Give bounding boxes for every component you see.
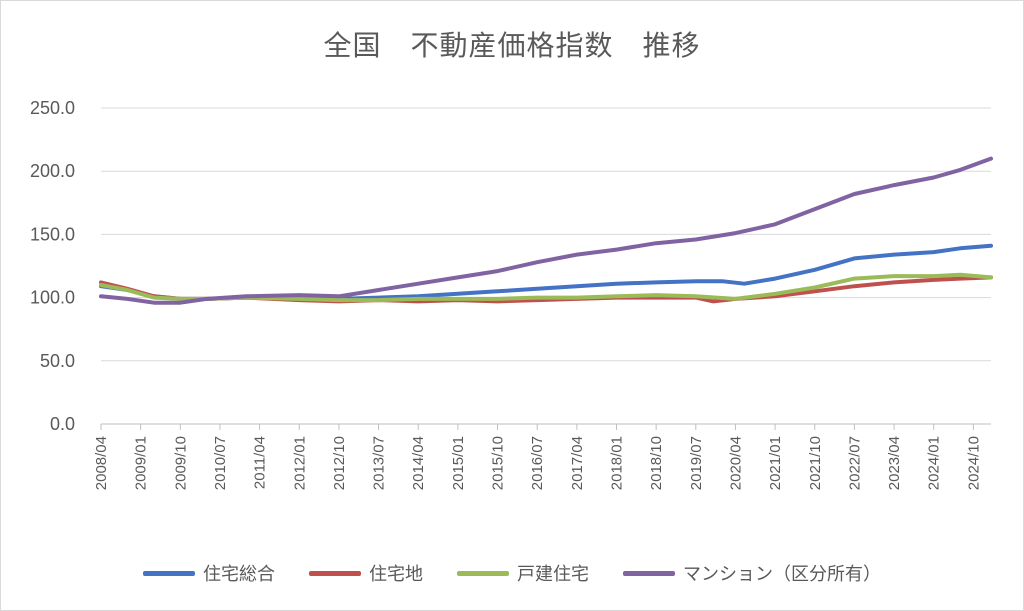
x-tick-label: 2013/07 [371,436,388,490]
x-tick-label: 2024/10 [965,436,982,490]
legend-label: 住宅総合 [203,564,275,585]
x-tick-label: 2022/07 [846,436,863,490]
x-tick-label: 2015/01 [450,436,467,490]
x-tick-label: 2024/01 [926,436,943,490]
x-tick-label: 2023/04 [886,436,903,490]
x-tick-label: 2021/01 [767,436,784,490]
x-tick-label: 2008/04 [93,436,110,490]
legend-swatch [309,570,361,576]
legend-item: 住宅地 [309,560,423,586]
y-tick-label: 200.0 [30,161,75,181]
legend-label: 戸建住宅 [517,564,589,585]
x-tick-label: 2018/01 [608,436,625,490]
x-axis: 2008/04 2009/01 2009/10 2010/07 2011/04 2012/… [93,423,991,490]
legend: 住宅総合 住宅地 戸建住宅 マンション（区分所有） [0,560,1024,586]
x-tick-label: 2020/04 [727,436,744,490]
y-axis: 0.0 50.0 100.0 150.0 200.0 250.0 [30,98,75,434]
legend-swatch [457,570,509,576]
legend-item: マンション（区分所有） [623,560,881,586]
x-tick-label: 2021/10 [807,436,824,490]
gridlines [101,107,991,425]
legend-swatch [623,570,675,576]
chart-title: 全国 不動産価格指数 推移 [323,29,701,62]
series-line [99,243,993,301]
legend-item: 住宅総合 [143,560,275,586]
series-lines [99,156,993,305]
y-tick-label: 100.0 [30,288,75,308]
series-line [99,156,993,305]
legend-label: マンション（区分所有） [683,564,881,585]
x-tick-label: 2012/01 [291,436,308,490]
legend-item: 戸建住宅 [457,560,589,586]
x-tick-label: 2014/04 [410,436,427,490]
x-tick-label: 2016/07 [529,436,546,490]
x-tick-label: 2010/07 [212,436,229,490]
legend-label: 住宅地 [369,564,423,585]
x-tick-label: 2019/07 [688,436,705,490]
x-tick-label: 2017/04 [569,436,586,490]
y-tick-label: 50.0 [40,351,75,371]
x-tick-label: 2011/04 [252,436,269,489]
legend-swatch [143,570,195,576]
y-tick-label: 0.0 [50,414,75,434]
x-tick-label: 2009/10 [172,436,189,490]
x-tick-label: 2012/10 [331,436,348,490]
x-tick-label: 2018/10 [648,436,665,490]
y-tick-label: 150.0 [30,224,75,244]
y-tick-label: 250.0 [30,98,75,118]
x-tick-label: 2009/01 [133,436,150,490]
x-tick-label: 2015/10 [490,436,507,490]
